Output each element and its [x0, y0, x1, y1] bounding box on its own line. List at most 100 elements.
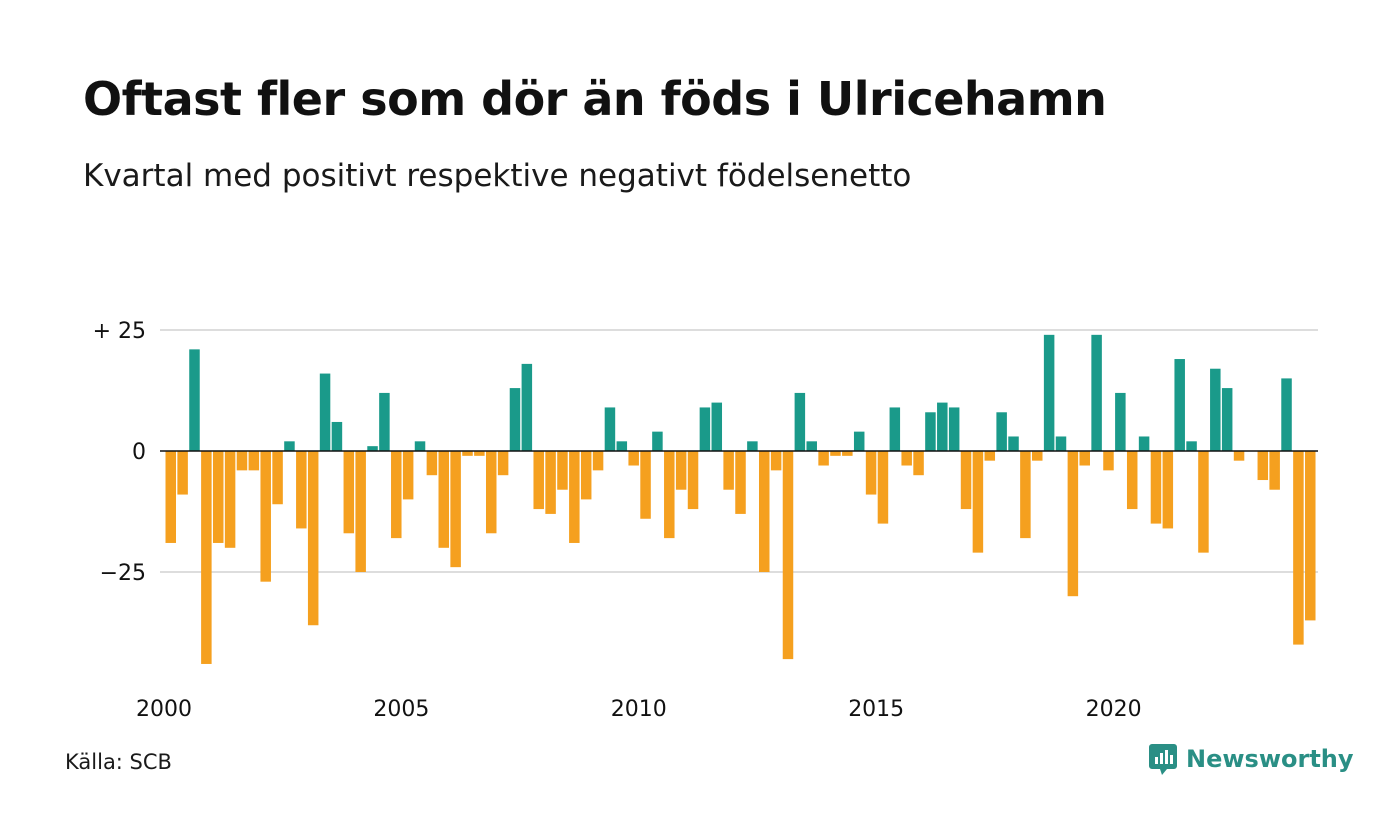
bar-negative [355, 451, 366, 572]
bar-positive [652, 431, 663, 451]
bar-negative [1233, 451, 1245, 461]
bar-positive [937, 402, 948, 451]
y-axis-ticks: + 25 0 −25 [93, 319, 146, 586]
bar-negative [1162, 451, 1174, 529]
bar-negative [818, 451, 829, 466]
bar-negative [272, 451, 283, 505]
bar-negative [201, 451, 212, 664]
bar-positive [1055, 436, 1067, 451]
bar-negative [1032, 451, 1043, 461]
bar-positive [616, 441, 628, 451]
y-tick-label: −25 [100, 561, 146, 586]
bar-positive [521, 363, 533, 451]
bar-negative [177, 451, 188, 495]
bar-negative [165, 451, 176, 543]
bar-negative [735, 451, 746, 514]
bar-negative [402, 451, 414, 500]
bar-negative [236, 451, 248, 471]
bar-negative [865, 451, 877, 495]
bar-positive [996, 412, 1007, 451]
bar-negative [462, 451, 473, 456]
y-tick-label: 0 [132, 440, 146, 465]
bar-negative [877, 451, 889, 524]
bar-negative [1126, 451, 1138, 510]
bar-negative [592, 451, 604, 471]
bar-positive [1174, 359, 1185, 451]
bar-positive [319, 373, 331, 451]
bar-negative [972, 451, 984, 553]
bar-negative [842, 451, 853, 456]
bar-positive [331, 421, 343, 451]
bar-negative [1257, 451, 1269, 481]
bar-negative [1103, 451, 1114, 471]
bar-negative [580, 451, 592, 500]
bar-negative [307, 451, 319, 626]
bar-negative [224, 451, 236, 548]
bar-positive [1221, 388, 1233, 451]
bar-negative [545, 451, 556, 514]
bar-negative [770, 451, 782, 471]
bar-negative [640, 451, 651, 519]
bar-negative [1198, 451, 1209, 553]
bar-positive [806, 441, 817, 451]
bar-positive [1281, 378, 1292, 451]
x-tick-label: 2015 [848, 697, 904, 722]
bar-negative [1020, 451, 1031, 539]
bar-negative [391, 451, 402, 539]
bars [165, 334, 1316, 664]
brand-logo: Newsworthy [1148, 742, 1354, 776]
bar-negative [984, 451, 996, 461]
x-tick-label: 2020 [1086, 697, 1142, 722]
bar-negative [485, 451, 497, 534]
bar-positive [794, 392, 806, 451]
bar-negative [628, 451, 639, 466]
bar-positive [711, 402, 723, 451]
bar-positive [1138, 436, 1150, 451]
bar-positive [1091, 334, 1102, 451]
x-tick-label: 2010 [611, 697, 667, 722]
bar-negative [533, 451, 544, 510]
bar-negative [474, 451, 485, 456]
bar-negative [782, 451, 794, 660]
bar-negative [343, 451, 355, 534]
x-tick-label: 2000 [136, 697, 192, 722]
bar-positive [379, 392, 390, 451]
bar-negative [687, 451, 699, 510]
bar-positive [604, 407, 616, 451]
bar-negative [960, 451, 972, 510]
brand-name: Newsworthy [1186, 745, 1354, 773]
bar-positive [509, 388, 521, 451]
source-label: Källa: SCB [65, 750, 172, 774]
bar-negative [248, 451, 260, 471]
bar-positive [699, 407, 711, 451]
bar-negative [901, 451, 912, 466]
bar-negative [675, 451, 687, 490]
bar-negative [759, 451, 770, 572]
y-tick-label: + 25 [93, 319, 146, 344]
bar-negative [1269, 451, 1280, 490]
bar-positive [925, 412, 936, 451]
bar-positive [1115, 392, 1126, 451]
bar-positive [1043, 334, 1055, 451]
x-axis-ticks: 2000 2005 2010 2015 2020 [136, 697, 1142, 722]
bar-negative [664, 451, 675, 539]
bar-negative [913, 451, 924, 476]
bar-negative [1067, 451, 1079, 597]
newsworthy-logo-icon [1149, 744, 1177, 775]
bar-negative [1293, 451, 1304, 645]
bar-positive [948, 407, 960, 451]
x-tick-label: 2005 [373, 697, 429, 722]
bar-positive [1008, 436, 1019, 451]
bar-negative [569, 451, 580, 543]
bar-negative [212, 451, 224, 543]
bar-negative [497, 451, 509, 476]
bar-negative [1150, 451, 1162, 524]
bar-negative [260, 451, 271, 582]
bar-positive [367, 446, 378, 451]
bar-negative [830, 451, 841, 456]
chart-subtitle: Kvartal med positivt respektive negativt… [83, 158, 912, 194]
bar-negative [438, 451, 450, 548]
bar-positive [889, 407, 901, 451]
bar-positive [747, 441, 758, 451]
